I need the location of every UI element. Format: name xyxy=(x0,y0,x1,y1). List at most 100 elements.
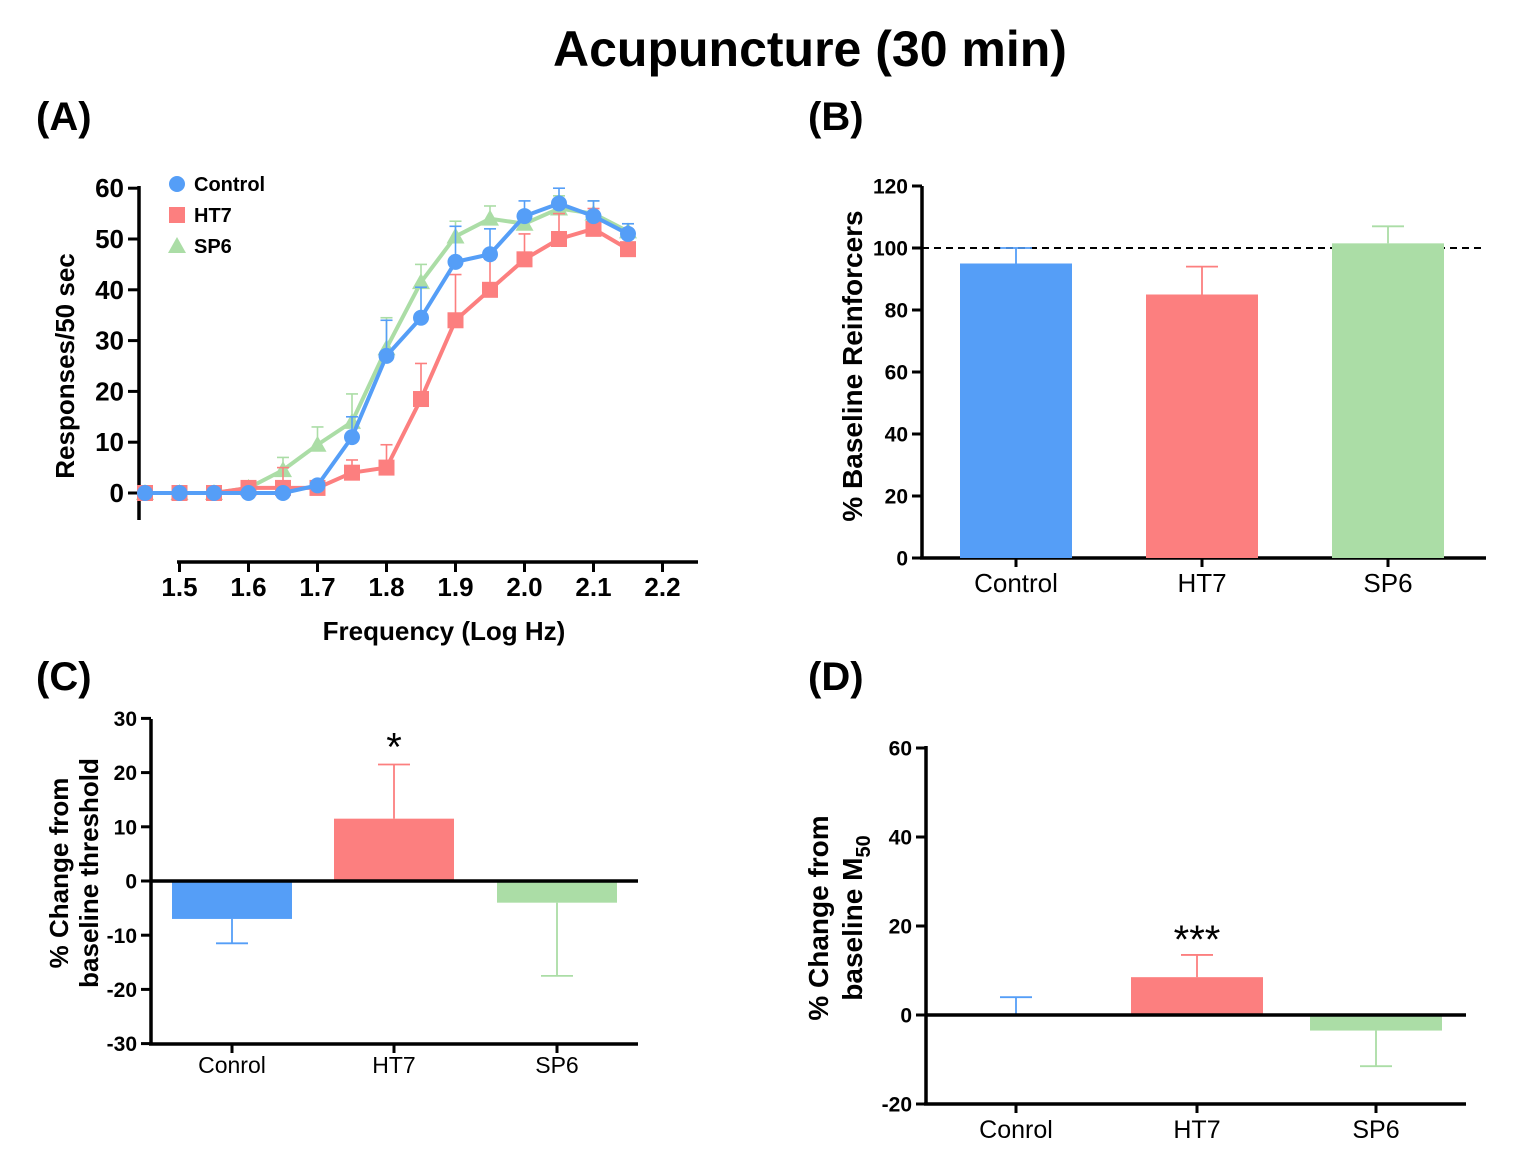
bar-ht7 xyxy=(1131,977,1263,1015)
point-control xyxy=(585,208,602,225)
point-control xyxy=(516,208,533,225)
chart-c-y-tick-label: 10 xyxy=(114,816,137,839)
point-control xyxy=(240,485,257,501)
point-ht7 xyxy=(482,281,498,298)
point-ht7 xyxy=(344,464,360,481)
chart-b-y-tick-label: 80 xyxy=(885,300,908,323)
chart-d-category-label: Conrol xyxy=(979,1116,1053,1144)
chart-a-legend: Control HT7 SP6 xyxy=(168,174,265,258)
chart-d-significance: *** xyxy=(1174,918,1221,962)
legend-marker-ht7 xyxy=(169,207,185,223)
chart-b-y-tick-label: 0 xyxy=(896,548,908,571)
chart-b-y-tick-label: 100 xyxy=(873,238,908,261)
bar-control xyxy=(960,263,1072,558)
point-control xyxy=(620,225,636,242)
chart-a-x-tick-label: 2.1 xyxy=(575,572,611,602)
chart-a-x-tick-label: 2.0 xyxy=(506,572,542,602)
point-ht7 xyxy=(447,312,464,329)
chart-a-x-tick-label: 1.7 xyxy=(299,572,335,602)
point-ht7 xyxy=(516,251,533,268)
point-ht7 xyxy=(413,391,429,408)
chart-a-y-tick-label: 60 xyxy=(95,173,124,203)
chart-a-x-tick-label: 1.9 xyxy=(437,572,473,602)
chart-b-y-tick-label: 20 xyxy=(885,486,908,509)
chart-a-x-tick-label: 2.2 xyxy=(644,572,680,602)
chart-c-y-tick-label: -30 xyxy=(107,1033,137,1056)
series-control xyxy=(137,187,636,501)
chart-a-x-label: Frequency (Log Hz) xyxy=(323,616,566,646)
chart-a-x-tick-label: 1.6 xyxy=(230,572,266,602)
chart-a-x-tick-label: 1.8 xyxy=(368,572,404,602)
chart-d-y-tick-label: 60 xyxy=(889,738,912,761)
chart-a-y-tick-label: 50 xyxy=(95,224,124,254)
chart-c: -30 -20 -10 0 10 20 30 Conrol HT7 * SP6 % Change f… xyxy=(44,708,638,1078)
point-control xyxy=(275,485,291,501)
chart-c-y-tick-label: 30 xyxy=(114,708,137,731)
chart-b-y-label: % Baseline Reinforcers xyxy=(837,210,868,521)
panel-a-label: (A) xyxy=(36,95,92,139)
chart-d-y-tick-label: 0 xyxy=(900,1005,912,1028)
chart-c-category-label: HT7 xyxy=(372,1052,415,1078)
point-control xyxy=(447,253,464,270)
chart-a-y-tick-label: 0 xyxy=(110,478,124,508)
point-control xyxy=(206,485,222,501)
point-ht7 xyxy=(551,231,567,247)
point-control xyxy=(482,246,498,263)
bar-control xyxy=(172,881,292,919)
chart-b-y-tick-label: 60 xyxy=(885,362,908,385)
point-ht7 xyxy=(585,220,602,237)
chart-d-category-label: SP6 xyxy=(1352,1116,1399,1144)
chart-a-y-tick-label: 10 xyxy=(95,427,124,457)
chart-d-y-tick-label: 20 xyxy=(889,916,912,939)
bar-sp6 xyxy=(1332,243,1444,558)
panel-b-label: (B) xyxy=(808,95,864,139)
chart-b-category-label: SP6 xyxy=(1363,568,1412,598)
chart-d-y-label: % Change from baseline M50 xyxy=(803,815,875,1020)
panel-d-label: (D) xyxy=(808,655,864,699)
point-sp6 xyxy=(412,273,430,290)
bar-sp6 xyxy=(497,881,617,903)
point-ht7 xyxy=(378,459,395,476)
chart-c-y-label: % Change frombaseline threshold xyxy=(44,758,104,988)
legend-label: SP6 xyxy=(194,236,232,258)
legend-marker-control xyxy=(169,176,185,192)
legend-marker-sp6 xyxy=(168,237,186,253)
chart-a: 0 10 20 30 40 50 60 1.5 1.6 1.7 1.8 1.9 2.0 2.1 2.2 F… xyxy=(50,173,698,646)
chart-b-category-label: HT7 xyxy=(1177,568,1226,598)
chart-b-y-tick-label: 120 xyxy=(873,176,908,199)
legend-label: HT7 xyxy=(194,205,232,227)
chart-b-category-label: Control xyxy=(974,568,1058,598)
bar-ht7 xyxy=(1146,294,1258,558)
chart-a-y-tick-label: 40 xyxy=(95,275,124,305)
point-sp6 xyxy=(481,209,499,226)
point-control xyxy=(551,195,567,212)
point-control xyxy=(378,347,395,364)
point-sp6 xyxy=(308,435,327,452)
chart-d-y-tick-label: -20 xyxy=(882,1094,912,1117)
chart-d: -20 0 20 40 60 Conrol HT7 *** SP6 % Change from b… xyxy=(803,738,1466,1144)
chart-b: 0 20 40 60 80 100 120 Control HT7 SP6 % Baseline … xyxy=(837,176,1486,598)
chart-c-y-tick-label: -20 xyxy=(107,979,137,1002)
chart-a-y-tick-label: 30 xyxy=(95,326,124,356)
chart-d-y-tick-label: 40 xyxy=(889,827,912,850)
point-control xyxy=(309,477,326,494)
panel-c-label: (C) xyxy=(36,655,92,699)
chart-c-y-tick-label: 0 xyxy=(125,871,137,894)
chart-a-x-tick-label: 1.5 xyxy=(161,572,197,602)
chart-a-y-tick-label: 20 xyxy=(95,376,124,406)
chart-b-y-tick-label: 40 xyxy=(885,424,908,447)
chart-c-y-tick-label: 20 xyxy=(114,762,137,785)
point-control xyxy=(137,485,153,501)
chart-d-category-label: HT7 xyxy=(1173,1116,1220,1144)
legend-label: Control xyxy=(194,174,265,196)
figure-title: Acupuncture (30 min) xyxy=(553,21,1067,77)
chart-c-y-tick-label: -10 xyxy=(107,925,137,948)
bar-sp6 xyxy=(1310,1015,1442,1031)
chart-a-y-label: Responses/50 sec xyxy=(50,253,80,478)
point-control xyxy=(413,309,429,326)
point-ht7 xyxy=(620,241,636,258)
chart-c-category-label: Conrol xyxy=(198,1052,266,1078)
chart-c-significance: * xyxy=(386,725,402,769)
point-control xyxy=(344,429,360,446)
